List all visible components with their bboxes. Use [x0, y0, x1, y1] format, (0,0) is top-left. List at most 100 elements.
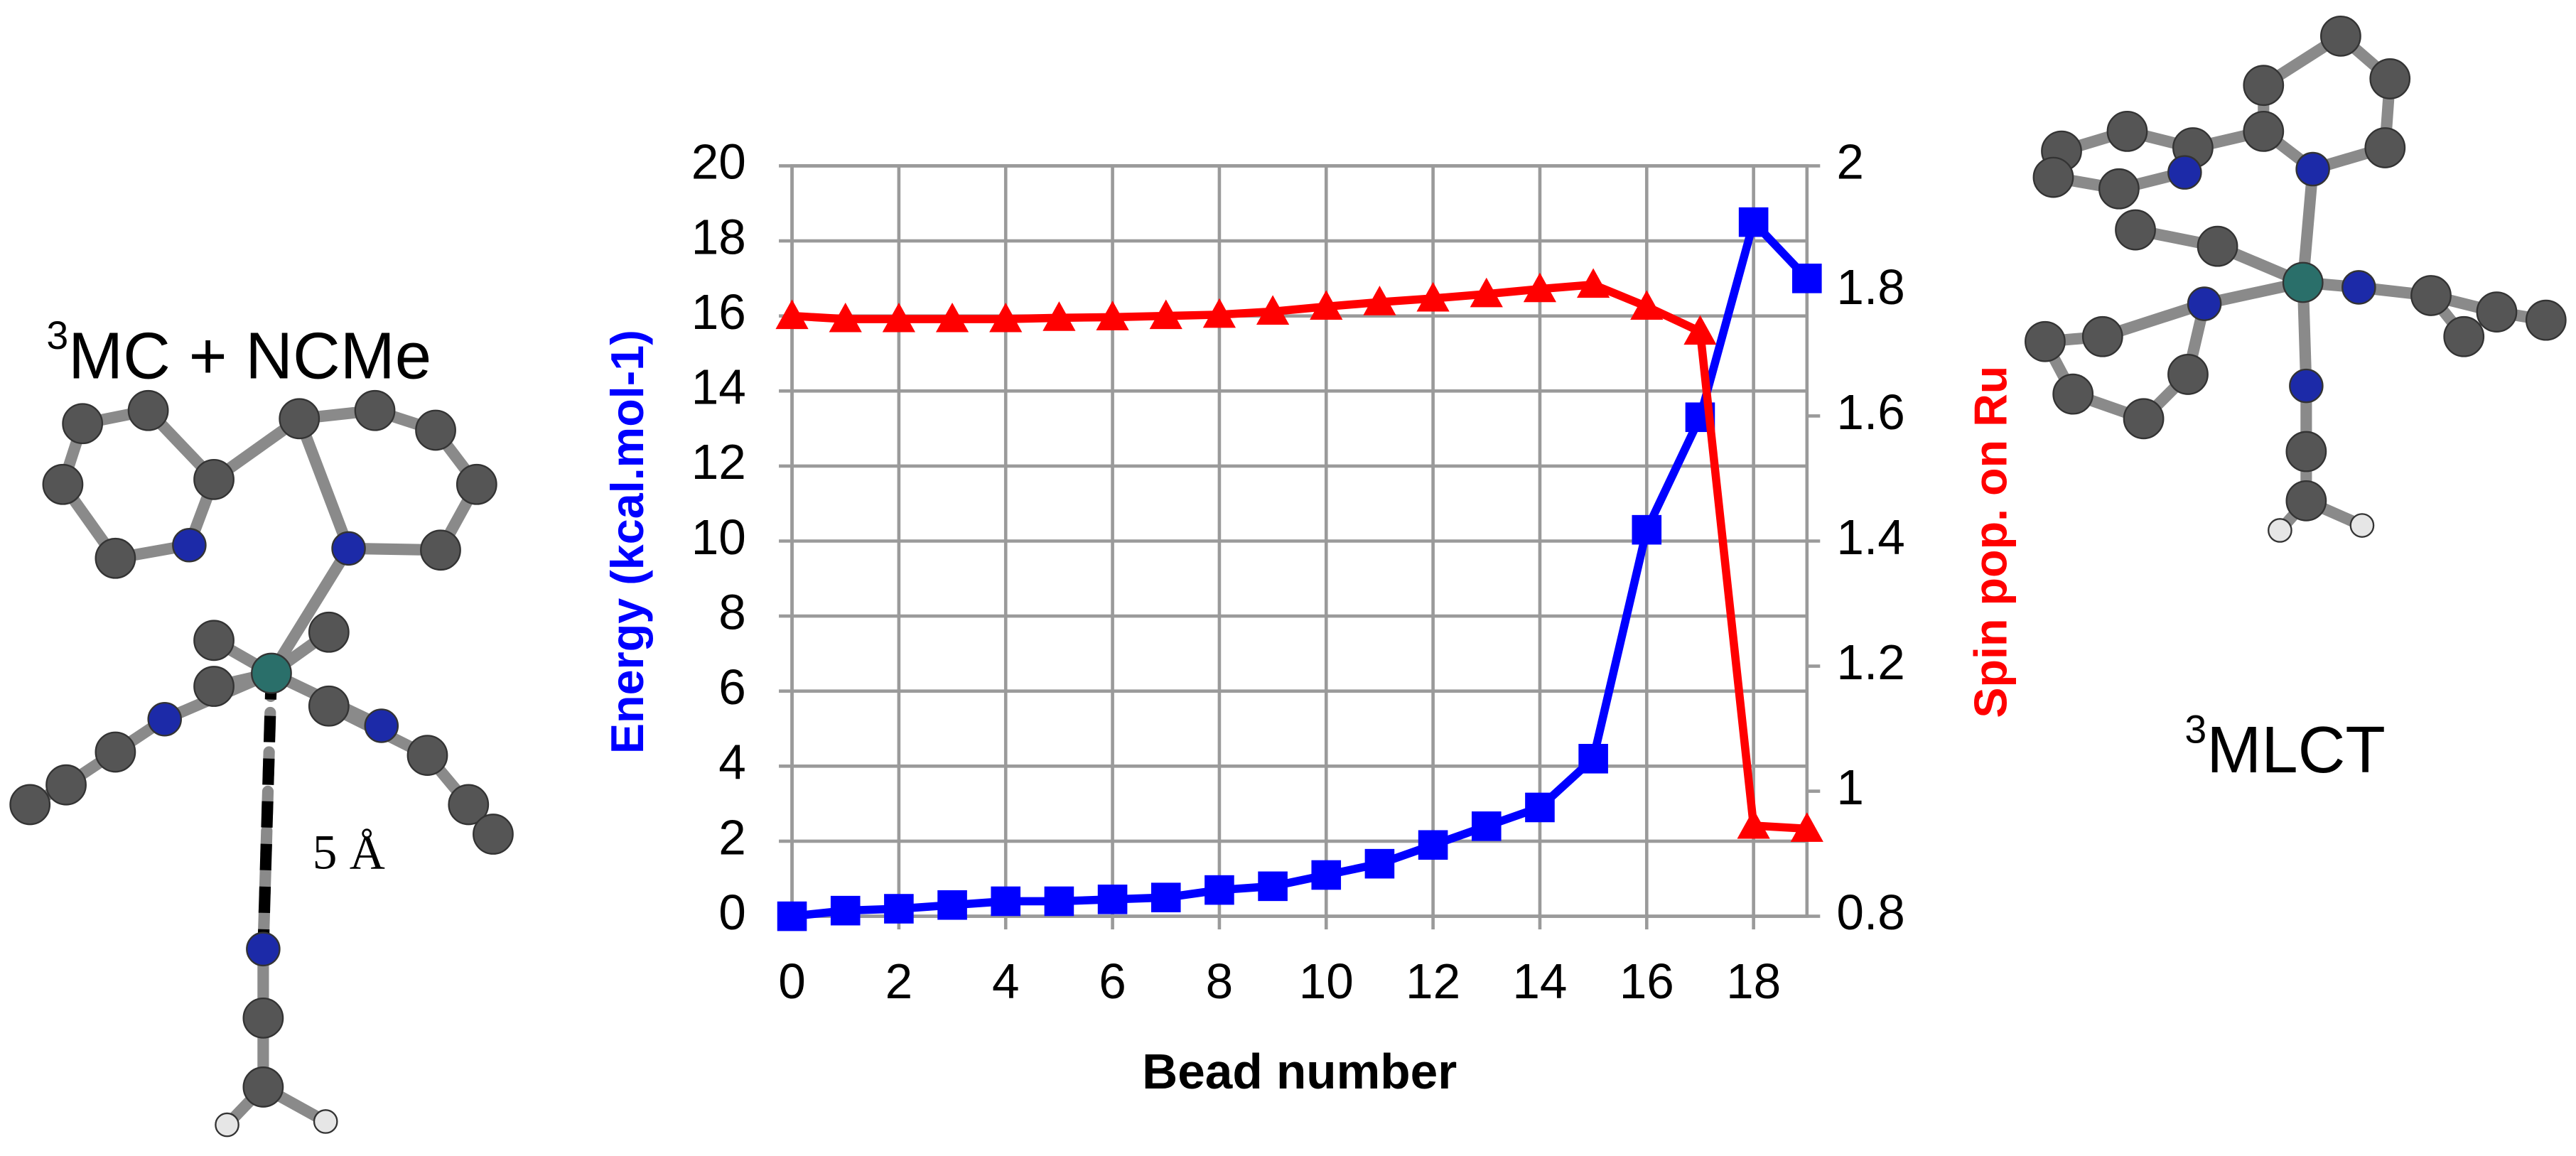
square-marker: [1471, 811, 1502, 841]
atom: [2167, 155, 2202, 190]
triangle-marker: [935, 302, 969, 333]
atom: [456, 463, 497, 505]
molecules: [9, 15, 2567, 1138]
atom: [308, 611, 350, 653]
y-tick-label: 16: [691, 284, 746, 340]
atom: [172, 528, 207, 563]
y2-tick-label: 0.8: [1836, 885, 1904, 940]
atom: [2525, 299, 2567, 341]
atom: [2123, 398, 2165, 440]
atom: [473, 814, 514, 855]
triangle-marker: [1577, 268, 1610, 298]
triangle-marker: [775, 299, 809, 330]
atom: [279, 398, 320, 440]
atom: [193, 620, 235, 661]
square-marker: [1205, 875, 1234, 905]
triangle-marker: [1470, 277, 1503, 308]
square-marker: [1311, 860, 1342, 890]
square-marker: [1044, 886, 1074, 917]
atom: [2285, 480, 2327, 522]
x-axis-title: Bead number: [1142, 1044, 1457, 1099]
atom: [313, 1109, 338, 1134]
triangle-marker: [1042, 301, 1076, 331]
atom: [448, 784, 490, 826]
atom: [2167, 354, 2209, 395]
atom: [2364, 127, 2406, 168]
atom: [2243, 110, 2285, 152]
y2-tick-label: 1.4: [1836, 509, 1904, 565]
square-marker: [937, 890, 967, 920]
square-marker: [1578, 743, 1608, 774]
triangle-marker: [1149, 299, 1182, 330]
atom: [62, 403, 104, 445]
atom: [193, 458, 235, 500]
series-line: [792, 280, 1808, 833]
triangle-marker: [1523, 272, 1557, 303]
x-tick-label: 8: [1206, 954, 1234, 1009]
atom: [127, 389, 169, 431]
triangle-marker: [882, 302, 916, 333]
triangle-marker: [1683, 315, 1717, 345]
triangle-marker: [1363, 286, 1396, 315]
x-tick-label: 4: [992, 954, 1020, 1009]
x-tick-label: 2: [885, 954, 913, 1009]
atom: [364, 708, 399, 743]
x-tick-label: 14: [1512, 954, 1567, 1009]
atom: [193, 666, 235, 707]
y2-tick-label: 1.8: [1836, 259, 1904, 315]
atom: [147, 701, 182, 737]
triangle-marker: [1256, 295, 1290, 325]
square-marker: [884, 894, 914, 924]
atom: [415, 409, 456, 451]
superscript: 3: [2184, 707, 2206, 751]
y-tick-label: 20: [691, 134, 746, 190]
atom: [420, 529, 461, 571]
atom: [242, 997, 284, 1039]
square-marker: [991, 886, 1021, 917]
y2-tick-label: 2: [1836, 134, 1864, 190]
y-tick-label: 10: [691, 509, 746, 565]
left-state-label: 3MC + NCMe: [46, 313, 431, 393]
atom: [2410, 275, 2452, 316]
square-marker: [1258, 871, 1288, 902]
square-marker: [1418, 830, 1448, 860]
x-tick-label: 6: [1099, 954, 1126, 1009]
atom: [2197, 225, 2238, 267]
y2-tick-label: 1: [1836, 760, 1864, 815]
square-marker: [1150, 882, 1181, 912]
atom: [2268, 518, 2292, 543]
square-marker: [777, 901, 807, 931]
state-text: MLCT: [2206, 713, 2386, 787]
atom: [2476, 291, 2518, 333]
square-marker: [1097, 885, 1128, 914]
triangle-marker: [1096, 301, 1129, 330]
atom: [2115, 209, 2156, 251]
triangle-marker: [1790, 812, 1823, 842]
x-tick-label: 0: [778, 954, 806, 1009]
atom: [95, 537, 136, 579]
superscript: 3: [46, 313, 68, 357]
atom: [2320, 15, 2361, 57]
triangle-marker: [1416, 281, 1450, 312]
atom: [2081, 315, 2123, 357]
atom: [2443, 315, 2485, 357]
square-marker: [1364, 848, 1395, 879]
atom: [95, 731, 136, 773]
bond: [293, 413, 355, 554]
atom: [2295, 151, 2330, 187]
y-tick-label: 4: [718, 735, 746, 790]
dashed-bond: [257, 673, 278, 950]
x-tick-label: 12: [1406, 954, 1460, 1009]
atom: [2106, 110, 2148, 152]
triangle-marker: [1202, 298, 1236, 328]
atom: [45, 764, 87, 806]
y-tick-label: 6: [718, 659, 746, 715]
y-axis-title: Energy (kcal.mol-1): [601, 330, 653, 754]
atom: [2369, 58, 2411, 99]
y2-axis-title: Spin pop. on Ru: [1964, 366, 2016, 718]
atom: [2187, 286, 2222, 321]
right-state-label: 3MLCT: [2184, 707, 2385, 787]
triangle-marker: [1310, 290, 1343, 320]
